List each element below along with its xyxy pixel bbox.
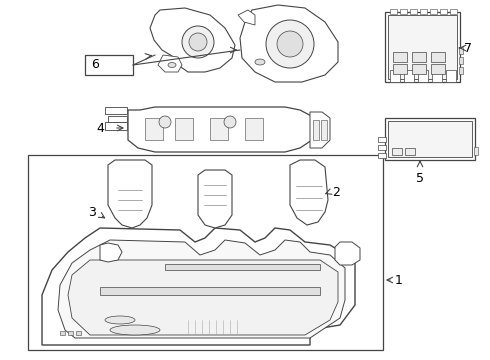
Bar	[385, 118, 475, 160]
Bar	[459, 67, 463, 74]
Polygon shape	[100, 243, 122, 262]
Circle shape	[159, 116, 171, 128]
Polygon shape	[128, 107, 322, 152]
Polygon shape	[165, 264, 320, 270]
Polygon shape	[198, 170, 232, 228]
Bar	[378, 153, 386, 158]
Ellipse shape	[168, 63, 176, 68]
Bar	[412, 64, 426, 74]
Bar	[385, 12, 460, 82]
Bar	[105, 107, 127, 114]
Polygon shape	[335, 242, 360, 265]
Bar	[175, 118, 193, 140]
Polygon shape	[42, 228, 355, 345]
Polygon shape	[158, 55, 182, 72]
Polygon shape	[150, 8, 235, 72]
Bar	[393, 52, 407, 62]
Bar	[60, 331, 65, 335]
Polygon shape	[310, 112, 330, 148]
Bar	[108, 116, 127, 122]
Bar	[388, 15, 457, 79]
Text: 5: 5	[416, 171, 424, 184]
Bar	[459, 47, 463, 54]
Bar	[432, 70, 442, 82]
Circle shape	[224, 116, 236, 128]
Bar	[76, 331, 81, 335]
Bar	[450, 9, 457, 14]
Circle shape	[266, 20, 314, 68]
Bar	[404, 70, 414, 82]
Bar	[245, 118, 263, 140]
Bar	[378, 145, 386, 150]
Text: 7: 7	[464, 41, 472, 54]
Polygon shape	[240, 5, 338, 82]
Bar	[68, 331, 73, 335]
Bar	[431, 52, 445, 62]
Text: 2: 2	[332, 185, 340, 198]
Bar	[28, 155, 383, 350]
Polygon shape	[108, 160, 152, 228]
Polygon shape	[58, 240, 345, 338]
Text: 1: 1	[395, 274, 403, 287]
Bar	[405, 148, 415, 155]
Polygon shape	[290, 160, 328, 225]
Bar	[446, 70, 456, 82]
Ellipse shape	[105, 316, 135, 324]
Bar	[313, 120, 319, 140]
Bar	[430, 9, 437, 14]
Bar	[474, 147, 478, 155]
Ellipse shape	[110, 325, 160, 335]
Bar	[459, 57, 463, 64]
Bar	[410, 9, 417, 14]
Ellipse shape	[255, 59, 265, 65]
Bar	[392, 148, 402, 155]
Bar	[321, 120, 327, 140]
Circle shape	[277, 31, 303, 57]
Bar	[105, 122, 127, 130]
Bar	[210, 118, 228, 140]
Bar	[393, 64, 407, 74]
Bar	[390, 70, 400, 82]
Bar	[418, 70, 428, 82]
Bar	[431, 64, 445, 74]
Bar	[390, 9, 397, 14]
Circle shape	[182, 26, 214, 58]
Polygon shape	[100, 287, 320, 295]
Bar	[420, 9, 427, 14]
Text: 6: 6	[91, 58, 99, 72]
Polygon shape	[238, 10, 255, 25]
Polygon shape	[68, 260, 338, 335]
Bar	[400, 9, 407, 14]
Text: 4: 4	[96, 122, 104, 135]
Text: 3: 3	[88, 207, 96, 220]
Bar	[440, 9, 447, 14]
Circle shape	[189, 33, 207, 51]
Bar	[85, 55, 133, 75]
Bar	[378, 137, 386, 142]
Bar	[412, 52, 426, 62]
Bar	[388, 121, 472, 157]
Bar	[145, 118, 163, 140]
